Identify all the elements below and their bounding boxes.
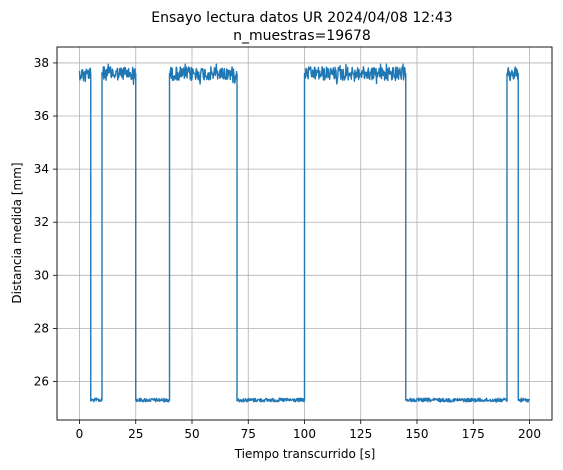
- x-tick-label: 100: [293, 427, 316, 441]
- x-tick-label: 25: [128, 427, 143, 441]
- x-tick-label: 75: [241, 427, 256, 441]
- y-tick-label: 38: [34, 56, 49, 70]
- chart-subtitle: n_muestras=19678: [233, 28, 371, 44]
- data-line: [78, 63, 530, 403]
- x-axis: 0 25 50 75 100 125 150 175 200: [76, 420, 541, 441]
- y-tick-label: 30: [34, 268, 49, 282]
- y-tick-label: 26: [34, 375, 49, 389]
- y-axis-label: Distancia medida [mm]: [10, 162, 24, 303]
- x-tick-label: 200: [518, 427, 541, 441]
- x-tick-label: 0: [76, 427, 84, 441]
- y-tick-label: 36: [34, 109, 49, 123]
- y-tick-label: 34: [34, 162, 49, 176]
- x-tick-label: 175: [462, 427, 485, 441]
- y-tick-label: 32: [34, 215, 49, 229]
- x-tick-label: 125: [349, 427, 372, 441]
- series-line: [78, 63, 530, 403]
- x-tick-label: 150: [406, 427, 429, 441]
- y-tick-label: 28: [34, 321, 49, 335]
- x-axis-label: Tiempo transcurrido [s]: [234, 447, 376, 461]
- chart-title: Ensayo lectura datos UR 2024/04/08 12:43: [151, 10, 452, 26]
- x-tick-label: 50: [184, 427, 199, 441]
- y-axis: 26 28 30 32 34 36 38: [34, 56, 57, 389]
